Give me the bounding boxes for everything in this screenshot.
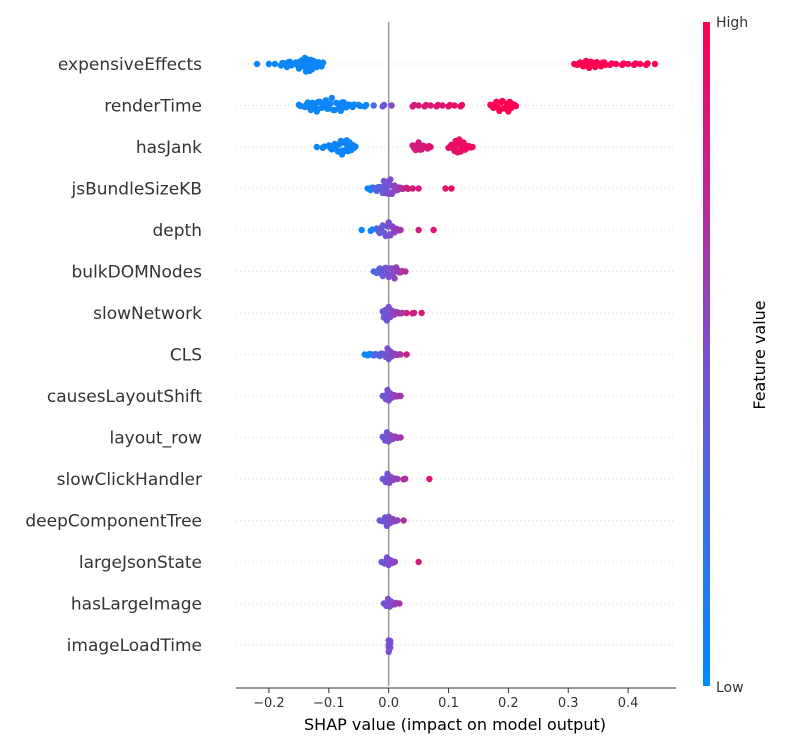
shap-point <box>398 309 406 316</box>
shap-point <box>319 59 327 66</box>
shap-point <box>415 139 422 146</box>
shap-point <box>313 108 320 115</box>
shap-point <box>410 309 418 316</box>
shap-point <box>409 185 416 192</box>
feature-label: causesLayoutShift <box>47 387 202 407</box>
shap-point <box>327 100 334 107</box>
shap-point <box>337 107 344 115</box>
shap-point <box>418 309 425 317</box>
shap-point <box>458 101 466 109</box>
feature-label: bulkDOMNodes <box>72 263 203 283</box>
colorbar-title: Feature value <box>750 300 769 409</box>
shap-point <box>430 226 437 234</box>
shap-point <box>265 60 273 68</box>
shap-point <box>400 517 407 524</box>
shap-point <box>415 558 422 566</box>
shap-point <box>612 60 620 68</box>
shap-point <box>644 60 651 67</box>
shap-point <box>322 97 329 104</box>
x-tick-label: 0.1 <box>438 696 459 711</box>
shap-point <box>253 60 261 68</box>
shap-point <box>439 102 446 109</box>
feature-label: deepComponentTree <box>25 512 202 532</box>
x-tick-label: 0.0 <box>378 696 399 711</box>
colorbar <box>703 22 710 686</box>
shap-point <box>394 517 401 524</box>
feature-label: expensiveEffects <box>58 55 202 75</box>
shap-point <box>328 94 335 102</box>
shap-point <box>402 268 409 275</box>
shap-point <box>415 185 422 192</box>
feature-label: largeJsonState <box>79 553 202 573</box>
shap-point <box>389 270 397 277</box>
x-tick-label: −0.2 <box>253 696 285 711</box>
feature-label: CLS <box>170 346 202 366</box>
shap-point <box>397 434 404 441</box>
shap-point <box>469 143 476 151</box>
shap-point <box>307 106 314 114</box>
shap-points <box>253 54 659 655</box>
shap-point <box>388 102 395 109</box>
shap-point <box>451 102 458 109</box>
shap-point <box>442 185 449 192</box>
shap-point <box>397 392 404 400</box>
x-axis-ticks: −0.2 −0.1 0.0 0.1 0.2 0.3 0.4 <box>253 688 638 711</box>
x-axis-title: SHAP value (impact on model output) <box>304 715 606 734</box>
shap-point <box>358 226 365 234</box>
feature-label: layout_row <box>110 429 203 449</box>
shap-point <box>403 351 410 358</box>
shap-point <box>394 475 401 483</box>
shap-point <box>387 637 394 645</box>
x-tick-label: −0.1 <box>313 696 345 711</box>
feature-label: slowClickHandler <box>57 470 202 490</box>
shap-point <box>401 475 409 482</box>
feature-label: jsBundleSizeKB <box>71 180 202 200</box>
shap-point <box>308 66 316 73</box>
feature-label: depth <box>153 221 202 241</box>
shap-point <box>271 60 279 68</box>
shap-point <box>403 309 410 317</box>
shap-point <box>397 351 404 358</box>
shap-point <box>391 558 399 565</box>
feature-labels: expensiveEffects renderTime hasJank jsBundl… <box>25 55 202 656</box>
shap-point <box>352 143 359 150</box>
shap-point <box>427 102 434 109</box>
shap-point <box>370 102 377 109</box>
shap-point <box>448 185 455 192</box>
shap-point <box>636 60 644 68</box>
colorbar-high-label: High <box>716 15 748 31</box>
shap-point <box>427 143 434 151</box>
x-tick-label: 0.3 <box>558 696 579 711</box>
shap-point <box>391 275 398 282</box>
shap-point <box>387 176 394 183</box>
shap-point <box>351 101 358 108</box>
shap-point <box>624 60 632 68</box>
shap-point <box>505 108 512 115</box>
shap-point <box>385 273 392 280</box>
shap-point <box>460 139 467 146</box>
feature-label: hasJank <box>136 138 202 158</box>
shap-point <box>363 101 370 109</box>
shap-point <box>331 106 338 114</box>
shap-point <box>397 226 404 234</box>
feature-label: renderTime <box>104 97 202 117</box>
shap-point <box>381 101 388 109</box>
shap-point <box>313 143 320 151</box>
shap-point <box>426 475 433 483</box>
x-tick-label: 0.2 <box>498 696 519 711</box>
feature-label: slowNetwork <box>93 304 202 324</box>
shap-point <box>415 226 422 234</box>
colorbar-low-label: Low <box>716 680 744 696</box>
shap-point <box>415 102 422 109</box>
shap-point <box>651 60 659 68</box>
x-tick-label: 0.4 <box>618 696 639 711</box>
shap-point <box>506 98 514 106</box>
shap-point <box>385 648 392 655</box>
shap-point <box>396 600 403 607</box>
feature-label: hasLargeImage <box>71 595 202 615</box>
shap-point <box>512 102 520 110</box>
feature-label: imageLoadTime <box>67 636 202 656</box>
